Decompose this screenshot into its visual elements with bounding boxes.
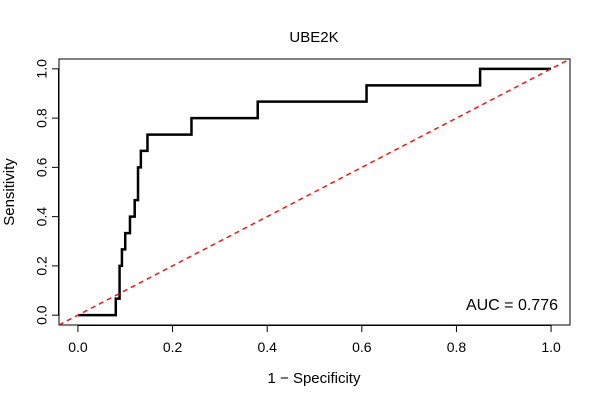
x-tick-label: 0.4 (257, 339, 277, 355)
y-tick-label: 1.0 (34, 59, 50, 79)
x-tick-label: 0.2 (163, 339, 183, 355)
x-axis-label: 1 − Specificity (268, 370, 361, 387)
y-tick-label: 0.2 (34, 256, 50, 276)
reference-diagonal-line (59, 59, 570, 325)
x-tick-label: 0.0 (68, 339, 88, 355)
x-tick-label: 1.0 (541, 339, 561, 355)
y-tick-label: 0.6 (34, 157, 50, 177)
x-axis: 0.0 0.2 0.4 0.6 0.8 1.0 (68, 325, 561, 355)
plot-lines (59, 59, 570, 325)
y-axis-label: Sensitivity (1, 158, 18, 226)
x-tick-label: 0.6 (352, 339, 372, 355)
chart-title: UBE2K (289, 29, 338, 46)
x-tick-label: 0.8 (447, 339, 467, 355)
auc-annotation: AUC = 0.776 (466, 297, 558, 314)
y-axis: 0.0 0.2 0.4 0.6 0.8 1.0 (34, 59, 59, 325)
roc-curve-line (77, 67, 552, 317)
y-tick-label: 0.8 (34, 108, 50, 128)
y-tick-label: 0.0 (34, 305, 50, 325)
y-tick-label: 0.4 (34, 207, 50, 227)
